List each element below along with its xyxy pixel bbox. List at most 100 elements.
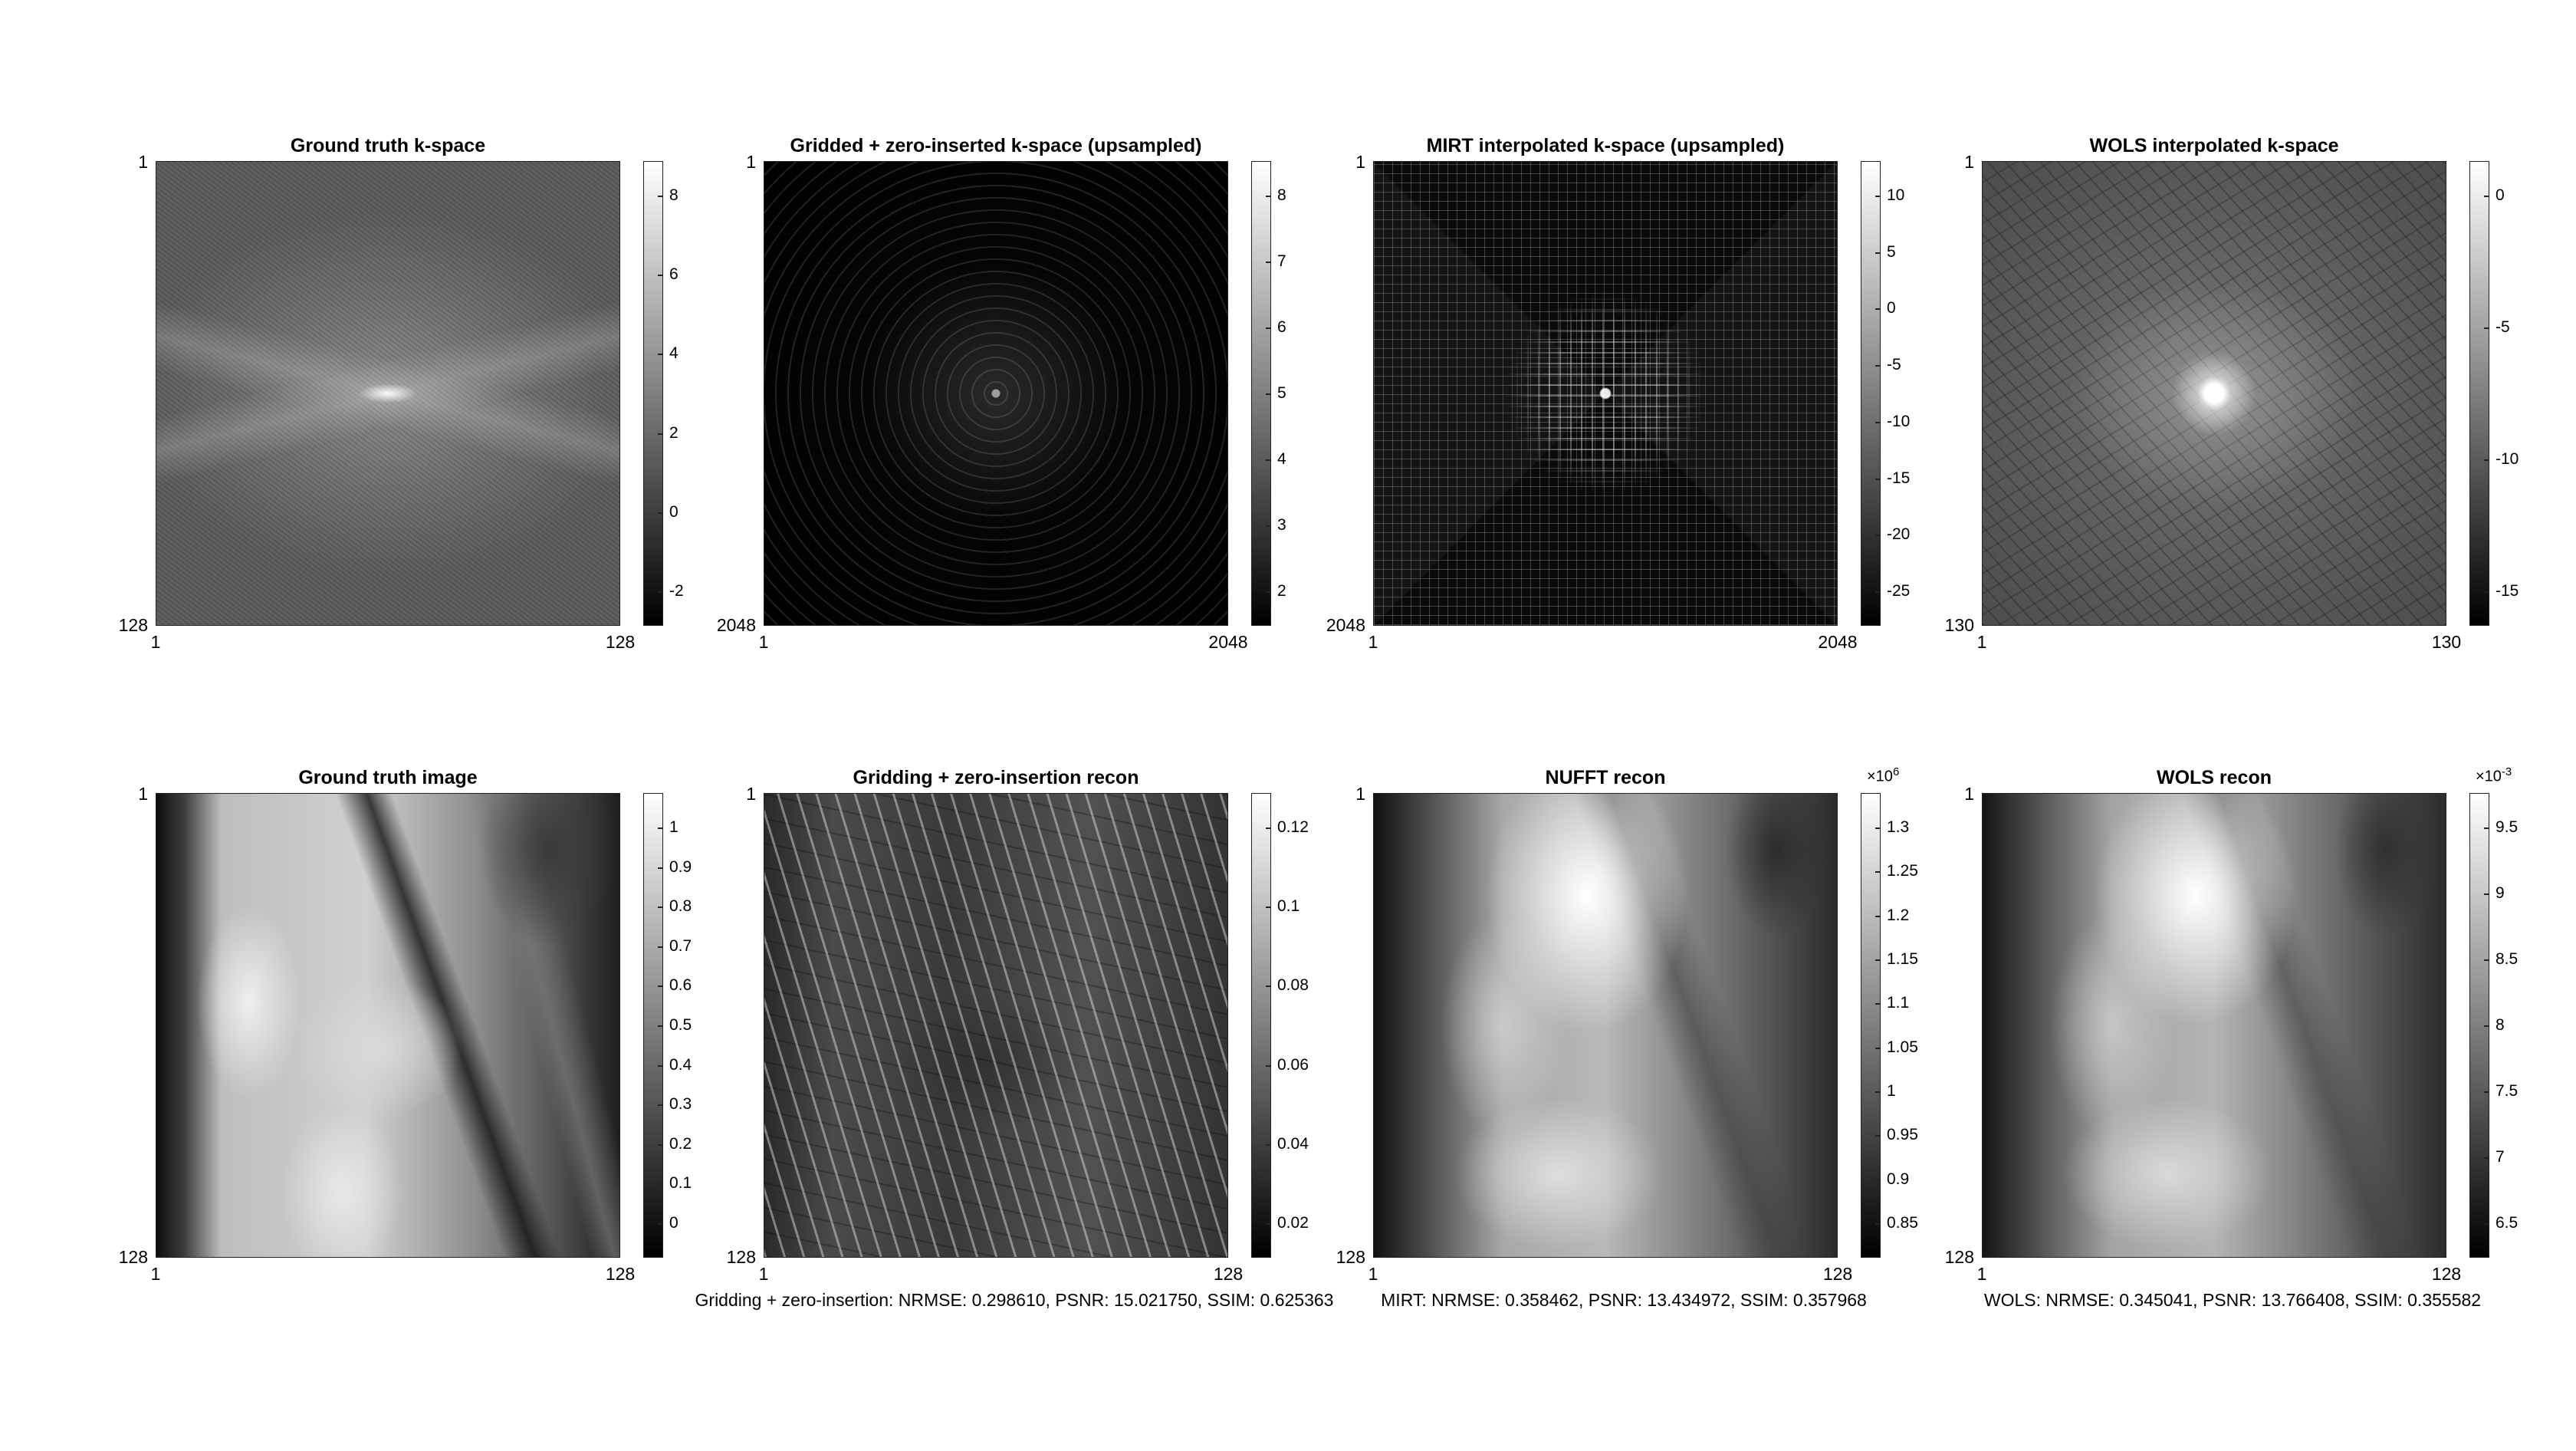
colorbar bbox=[1861, 161, 1881, 626]
colorbar-tick bbox=[1266, 906, 1270, 909]
colorbar-tick-label: 6.5 bbox=[2496, 1214, 2518, 1232]
colorbar-tick-label: -10 bbox=[2496, 450, 2519, 468]
y-tick-label: 1 bbox=[138, 784, 148, 804]
colorbar-tick bbox=[1266, 827, 1270, 829]
colorbar-tick-label: -2 bbox=[669, 582, 684, 600]
colorbar-tick-label: 1.3 bbox=[1887, 818, 1910, 836]
colorbar-tick bbox=[658, 1104, 662, 1107]
colorbar-tick-label: 6 bbox=[669, 265, 678, 284]
colorbar-tick bbox=[658, 827, 662, 829]
x-tick-label: 1 bbox=[1976, 1264, 1987, 1284]
colorbar bbox=[1251, 793, 1271, 1258]
y-tick-label: 128 bbox=[118, 615, 148, 635]
x-tick-label: 128 bbox=[2431, 1264, 2462, 1284]
colorbar-tick bbox=[658, 433, 662, 435]
panel-title: Gridded + zero-inserted k-space (upsampl… bbox=[790, 135, 1202, 156]
colorbar-tick bbox=[1266, 393, 1270, 395]
y-tick-label: 130 bbox=[1944, 615, 1974, 635]
x-tick-label: 1 bbox=[150, 632, 161, 652]
x-tick-label: 128 bbox=[1822, 1264, 1853, 1284]
colorbar-tick bbox=[658, 591, 662, 593]
colorbar-tick-label: 0 bbox=[1887, 299, 1896, 318]
colorbar-tick-label: 0.5 bbox=[669, 1016, 692, 1034]
colorbar-tick-label: 6 bbox=[1277, 318, 1286, 336]
x-tick-label: 1 bbox=[1368, 1264, 1378, 1284]
colorbar-tick bbox=[1875, 252, 1880, 254]
colorbar-tick bbox=[1875, 1003, 1880, 1005]
metrics-caption: Gridding + zero-insertion: NRMSE: 0.2986… bbox=[695, 1290, 1334, 1310]
colorbar-tick-label: 0.9 bbox=[1887, 1170, 1910, 1188]
panel-image bbox=[1982, 793, 2446, 1258]
colorbar-tick bbox=[658, 867, 662, 869]
colorbar-tick bbox=[2484, 1025, 2489, 1027]
colorbar-tick bbox=[1266, 1223, 1270, 1225]
colorbar-tick bbox=[1266, 985, 1270, 988]
colorbar-tick-label: 3 bbox=[1277, 516, 1286, 534]
colorbar-tick-label: 0.02 bbox=[1277, 1214, 1309, 1232]
panel-title: WOLS recon bbox=[2156, 767, 2272, 788]
colorbar-tick-label: 0 bbox=[2496, 186, 2505, 204]
colorbar-tick bbox=[1875, 1091, 1880, 1093]
panel-image bbox=[1373, 793, 1838, 1258]
colorbar-tick bbox=[1875, 591, 1880, 593]
colorbar-tick bbox=[1875, 196, 1880, 197]
panel-image bbox=[764, 793, 1228, 1258]
colorbar-exponent: ×106 bbox=[1867, 765, 1900, 785]
panel-image bbox=[156, 793, 620, 1258]
colorbar-tick-label: 9 bbox=[2496, 884, 2505, 902]
colorbar-tick bbox=[2484, 827, 2489, 829]
colorbar bbox=[643, 161, 663, 626]
colorbar-exponent-power: 6 bbox=[1892, 765, 1900, 778]
colorbar-tick-label: 0.06 bbox=[1277, 1055, 1309, 1074]
colorbar-tick bbox=[1875, 959, 1880, 961]
colorbar-tick-label: 7.5 bbox=[2496, 1082, 2518, 1100]
colorbar-tick bbox=[1875, 478, 1880, 480]
colorbar-tick-label: 8.5 bbox=[2496, 950, 2518, 968]
x-tick-label: 128 bbox=[605, 1264, 636, 1284]
x-tick-label: 130 bbox=[2431, 632, 2462, 652]
colorbar-tick bbox=[658, 1025, 662, 1027]
colorbar-tick bbox=[1875, 1179, 1880, 1181]
colorbar-tick-label: 2 bbox=[1277, 582, 1286, 600]
colorbar-tick bbox=[1266, 591, 1270, 593]
x-tick-label: 1 bbox=[758, 1264, 769, 1284]
colorbar-tick-label: 0 bbox=[669, 502, 678, 521]
colorbar-tick-label: 0.8 bbox=[669, 897, 692, 916]
colorbar-tick bbox=[1266, 1143, 1270, 1146]
colorbar-tick bbox=[1875, 915, 1880, 917]
colorbar-tick bbox=[1875, 535, 1880, 537]
colorbar-tick bbox=[1875, 1135, 1880, 1137]
x-tick-label: 1 bbox=[1368, 632, 1378, 652]
colorbar-tick bbox=[658, 1064, 662, 1067]
colorbar-tick-label: 0.1 bbox=[669, 1174, 692, 1193]
colorbar-tick-label: 0.04 bbox=[1277, 1134, 1309, 1153]
y-tick-label: 1 bbox=[746, 784, 756, 804]
colorbar-tick-label: 9.5 bbox=[2496, 818, 2518, 836]
panel-title: Ground truth k-space bbox=[290, 135, 486, 156]
colorbar-tick bbox=[2484, 196, 2489, 197]
colorbar-tick-label: 0.85 bbox=[1887, 1214, 1918, 1232]
y-tick-label: 1 bbox=[746, 152, 756, 172]
panel-image bbox=[764, 161, 1228, 626]
colorbar-tick-label: 8 bbox=[2496, 1016, 2505, 1034]
x-tick-label: 1 bbox=[150, 1264, 161, 1284]
panel-title: Ground truth image bbox=[298, 767, 478, 788]
colorbar-tick-label: 5 bbox=[1887, 242, 1896, 261]
colorbar-tick bbox=[2484, 1157, 2489, 1159]
colorbar-tick bbox=[658, 985, 662, 988]
colorbar-tick-label: 0.08 bbox=[1277, 976, 1309, 995]
x-tick-label: 128 bbox=[1213, 1264, 1244, 1284]
colorbar-tick-label: 0.95 bbox=[1887, 1126, 1918, 1144]
colorbar bbox=[1861, 793, 1881, 1258]
colorbar-tick bbox=[2484, 893, 2489, 895]
colorbar-tick bbox=[1875, 1223, 1880, 1225]
colorbar-tick-label: 5 bbox=[1277, 384, 1286, 402]
colorbar-tick-label: 1.15 bbox=[1887, 950, 1918, 968]
colorbar-tick bbox=[1875, 308, 1880, 311]
colorbar-tick-label: 1.05 bbox=[1887, 1038, 1918, 1056]
colorbar-tick-label: 0 bbox=[669, 1214, 678, 1232]
colorbar-tick bbox=[1875, 365, 1880, 367]
colorbar-tick-label: -15 bbox=[1887, 469, 1911, 487]
panel-title: WOLS interpolated k-space bbox=[2089, 135, 2339, 156]
colorbar-tick bbox=[658, 275, 662, 277]
